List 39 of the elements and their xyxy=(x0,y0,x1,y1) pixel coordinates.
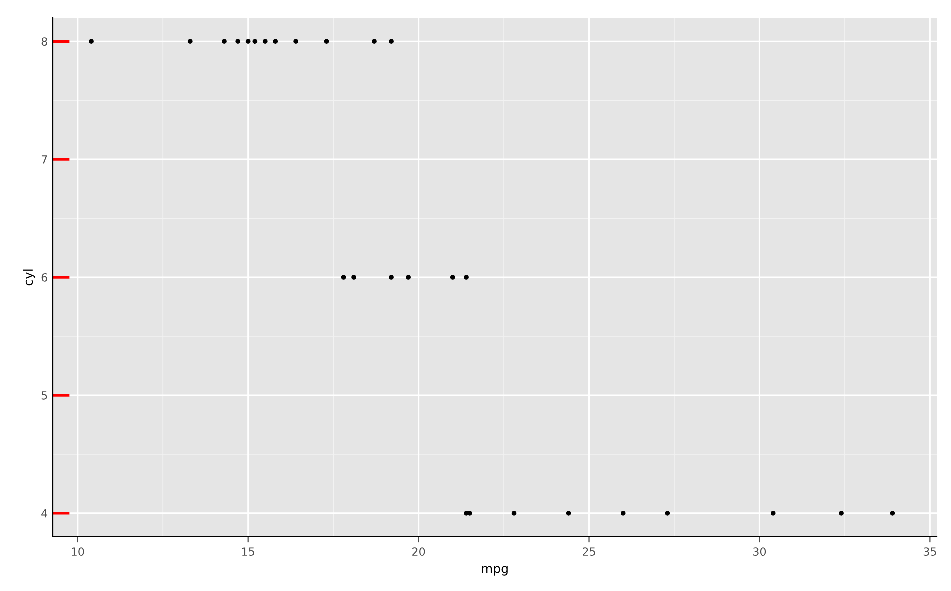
point xyxy=(512,511,517,516)
point xyxy=(389,275,394,280)
point xyxy=(450,275,456,280)
point xyxy=(236,39,241,44)
point xyxy=(770,511,776,516)
point xyxy=(464,275,469,280)
x-tick-label: 20 xyxy=(412,548,426,556)
point xyxy=(389,39,394,44)
x-tick-label: 25 xyxy=(583,548,596,556)
point xyxy=(406,275,411,280)
y-tick-label: 6 xyxy=(42,273,48,282)
point xyxy=(246,39,251,44)
x-tick-label: 10 xyxy=(72,548,84,556)
x-tick-label: 35 xyxy=(924,548,936,556)
point xyxy=(372,39,377,44)
x-axis-title: mpg xyxy=(482,566,508,576)
point xyxy=(324,39,330,44)
point xyxy=(566,511,572,516)
point xyxy=(665,511,670,516)
x-tick-label: 30 xyxy=(754,548,766,556)
point xyxy=(341,275,346,280)
y-tick-label: 5 xyxy=(42,392,48,400)
point xyxy=(620,511,626,516)
point xyxy=(262,39,268,44)
x-tick-label: 15 xyxy=(242,548,254,556)
point xyxy=(252,39,258,44)
point xyxy=(839,511,844,516)
y-axis-title: cyl xyxy=(23,270,36,286)
point xyxy=(89,39,94,44)
point xyxy=(294,39,298,44)
point xyxy=(273,39,278,44)
point xyxy=(222,39,227,44)
y-tick-label: 8 xyxy=(42,38,48,46)
point xyxy=(890,511,896,516)
y-tick-label: 7 xyxy=(42,156,48,164)
point xyxy=(352,275,356,280)
point xyxy=(188,39,193,44)
y-tick-label: 4 xyxy=(42,510,48,518)
point xyxy=(468,511,472,516)
